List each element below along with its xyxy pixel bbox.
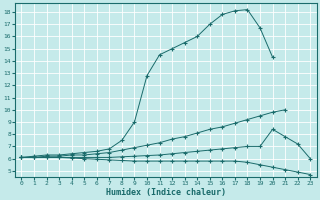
X-axis label: Humidex (Indice chaleur): Humidex (Indice chaleur) [106, 188, 226, 197]
